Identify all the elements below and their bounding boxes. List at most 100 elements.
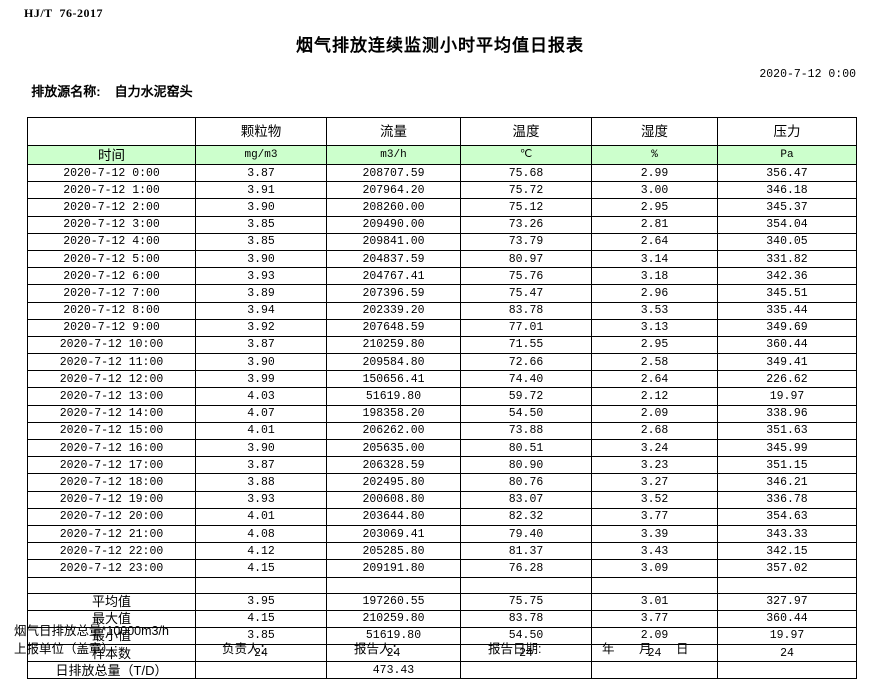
- cell-humidity: 3.39: [591, 524, 718, 544]
- cell-pressure: 342.15: [717, 542, 857, 561]
- cell-pressure: 357.02: [717, 559, 857, 578]
- summary-cell-flow: 473.43: [326, 661, 461, 679]
- cell-time: 2020-7-12 19:00: [27, 490, 196, 509]
- cell-humidity: 2.58: [591, 353, 718, 372]
- cell-dust: 3.87: [195, 456, 327, 475]
- summary-cell-temp: 83.78: [460, 609, 592, 628]
- table-row: 2020-7-12 11:00 3.90 209584.80 72.66 2.58 349…: [27, 353, 857, 372]
- cell-humidity: 3.24: [591, 438, 718, 458]
- cell-dust: 3.89: [195, 284, 327, 303]
- cell-pressure: 19.97: [717, 387, 857, 406]
- cell-time: 2020-7-12 4:00: [27, 232, 196, 251]
- table-row: 2020-7-12 12:00 3.99 150656.41 74.40 2.64 226…: [27, 370, 857, 389]
- cell-dust: 3.88: [195, 473, 327, 492]
- cell-flow: 209490.00: [326, 215, 461, 234]
- cell-humidity: 3.13: [591, 318, 718, 337]
- cell-dust: 4.08: [195, 524, 327, 544]
- cell-pressure: 345.37: [717, 198, 857, 217]
- table-row: 2020-7-12 8:00 3.94 202339.20 83.78 3.53 335.…: [27, 301, 857, 320]
- cell-flow: 207964.20: [326, 181, 461, 200]
- parameter-header-row: 颗粒物 流量 温度 湿度 压力: [27, 117, 857, 146]
- cell-time: 2020-7-12 16:00: [27, 438, 196, 458]
- report-table-wrapper: 颗粒物 流量 温度 湿度 压力 时间 mg/m3 m3/h ℃ % Pa 202…: [27, 117, 857, 679]
- cell-temp: 82.32: [460, 507, 592, 526]
- cell-time: 2020-7-12 7:00: [27, 284, 196, 303]
- page-title: 烟气排放连续监测小时平均值日报表: [296, 36, 584, 55]
- cell-time: 2020-7-12 13:00: [27, 387, 196, 406]
- param-header-temp: 温度: [460, 117, 592, 146]
- summary-cell-time: 日排放总量（T/D）: [27, 661, 196, 679]
- cell-humidity: 2.96: [591, 284, 718, 303]
- emission-source-label: 排放源名称:: [31, 84, 101, 99]
- summary-cell-pressure: 327.97: [717, 592, 857, 611]
- cell-dust: 4.01: [195, 507, 327, 526]
- table-row: 2020-7-12 14:00 4.07 198358.20 54.50 2.09 338…: [27, 404, 857, 423]
- summary-row: 平均值 3.95 197260.55 75.75 3.01 327.97: [27, 592, 857, 611]
- report-table-body: 颗粒物 流量 温度 湿度 压力 时间 mg/m3 m3/h ℃ % Pa 202…: [27, 117, 857, 679]
- cell-pressure: 342.36: [717, 267, 857, 286]
- cell-time: 2020-7-12 8:00: [27, 301, 196, 320]
- cell-flow: 209841.00: [326, 232, 461, 251]
- cell-pressure: 351.63: [717, 421, 857, 441]
- cell-flow: 203069.41: [326, 524, 461, 544]
- cell-dust: 4.12: [195, 542, 327, 561]
- cell-dust: 4.07: [195, 404, 327, 423]
- summary-cell-pressure: [717, 661, 857, 679]
- cell-dust: 3.91: [195, 181, 327, 200]
- summary-cell-humidity: 3.77: [591, 609, 718, 628]
- summary-cell-temp: [460, 661, 592, 679]
- table-row: 2020-7-12 2:00 3.90 208260.00 75.12 2.95 345.…: [27, 198, 857, 217]
- summary-cell-time: 最小值: [27, 626, 196, 646]
- cell-dust: 3.87: [195, 335, 327, 355]
- cell-pressure: 346.21: [717, 473, 857, 492]
- summary-cell-time: 平均值: [27, 592, 196, 611]
- cell-time: 2020-7-12 17:00: [27, 456, 196, 475]
- cell-flow: 150656.41: [326, 370, 461, 389]
- spacer-cell: [195, 576, 327, 594]
- cell-humidity: 2.95: [591, 335, 718, 355]
- cell-flow: 202339.20: [326, 301, 461, 320]
- cell-humidity: 2.81: [591, 215, 718, 234]
- cell-pressure: 360.44: [717, 335, 857, 355]
- cell-flow: 51619.80: [326, 387, 461, 406]
- cell-temp: 73.26: [460, 215, 592, 234]
- cell-humidity: 3.00: [591, 181, 718, 200]
- table-row: 2020-7-12 4:00 3.85 209841.00 73.79 2.64 340.…: [27, 232, 857, 251]
- cell-humidity: 3.23: [591, 456, 718, 475]
- cell-dust: 3.90: [195, 249, 327, 269]
- cell-flow: 205635.00: [326, 438, 461, 458]
- cell-dust: 3.92: [195, 318, 327, 337]
- summary-cell-pressure: 19.97: [717, 626, 857, 646]
- cell-humidity: 3.14: [591, 249, 718, 269]
- cell-pressure: 349.41: [717, 353, 857, 372]
- param-header-time: [27, 117, 196, 146]
- table-row: 2020-7-12 7:00 3.89 207396.59 75.47 2.96 345.…: [27, 284, 857, 303]
- cell-dust: 3.94: [195, 301, 327, 320]
- cell-pressure: 340.05: [717, 232, 857, 251]
- summary-cell-temp: 54.50: [460, 626, 592, 646]
- cell-time: 2020-7-12 0:00: [27, 163, 196, 183]
- cell-temp: 83.78: [460, 301, 592, 320]
- table-row: 2020-7-12 15:00 4.01 206262.00 73.88 2.68 351…: [27, 421, 857, 441]
- cell-flow: 205285.80: [326, 542, 461, 561]
- cell-pressure: 345.99: [717, 438, 857, 458]
- cell-humidity: 2.64: [591, 232, 718, 251]
- table-row: 2020-7-12 5:00 3.90 204837.59 80.97 3.14 331.…: [27, 249, 857, 269]
- footer-manager-label: 负责人：: [222, 642, 273, 656]
- cell-dust: 4.15: [195, 559, 327, 578]
- cell-dust: 4.03: [195, 387, 327, 406]
- cell-pressure: 351.15: [717, 456, 857, 475]
- cell-temp: 80.97: [460, 249, 592, 269]
- cell-flow: 206262.00: [326, 421, 461, 441]
- cell-time: 2020-7-12 11:00: [27, 353, 196, 372]
- cell-temp: 73.79: [460, 232, 592, 251]
- spacer-cell: [591, 576, 718, 594]
- summary-row: 最大值 4.15 210259.80 83.78 3.77 360.44: [27, 609, 857, 628]
- cell-dust: 3.93: [195, 267, 327, 286]
- summary-cell-pressure: 360.44: [717, 609, 857, 628]
- report-datetime: 2020-7-12 0:00: [759, 68, 856, 81]
- cell-time: 2020-7-12 10:00: [27, 335, 196, 355]
- cell-pressure: 335.44: [717, 301, 857, 320]
- cell-dust: 3.90: [195, 353, 327, 372]
- cell-temp: 80.76: [460, 473, 592, 492]
